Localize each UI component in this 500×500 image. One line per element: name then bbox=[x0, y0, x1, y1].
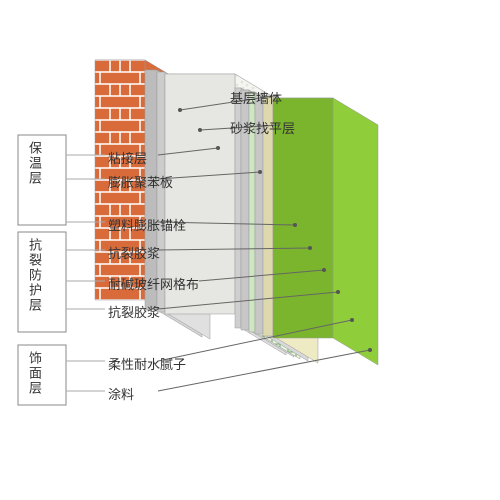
label-l8: 柔性耐水腻子 bbox=[108, 354, 186, 373]
label-l3: 膨胀聚苯板 bbox=[108, 172, 173, 191]
label-l2: 粘接层 bbox=[108, 148, 147, 167]
layers-svg bbox=[0, 0, 500, 500]
label-l4: 塑料膨胀锚栓 bbox=[108, 215, 186, 234]
label-l5: 抗裂胶浆 bbox=[108, 243, 160, 262]
group-g0: 保温层 bbox=[25, 141, 44, 186]
group-g1: 抗裂防护层 bbox=[25, 238, 44, 313]
group-g2: 饰面层 bbox=[25, 351, 44, 396]
label-l9: 涂料 bbox=[108, 384, 134, 403]
label-l1: 砂浆找平层 bbox=[230, 118, 295, 137]
label-l0: 基层墙体 bbox=[230, 88, 282, 107]
diagram-stage: 基层墙体砂浆找平层粘接层膨胀聚苯板塑料膨胀锚栓抗裂胶浆耐碱玻纤网格布抗裂胶浆柔性… bbox=[0, 0, 500, 500]
label-l7: 抗裂胶浆 bbox=[108, 302, 160, 321]
label-l6: 耐碱玻纤网格布 bbox=[108, 274, 199, 293]
